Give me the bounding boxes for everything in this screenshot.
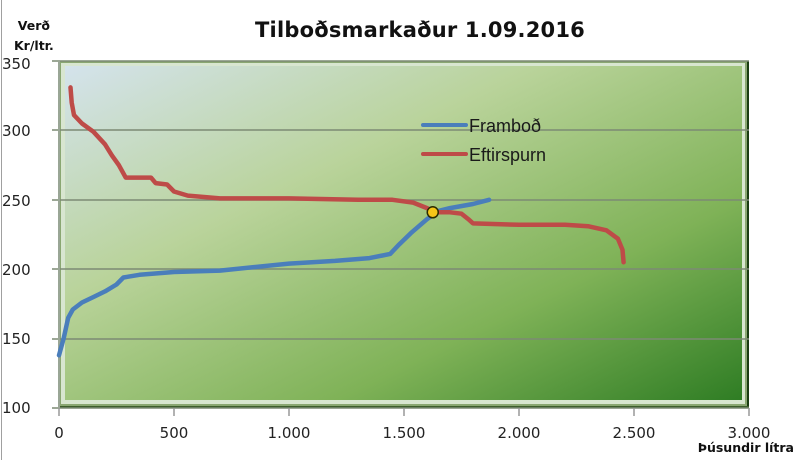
y-tick: 100	[2, 399, 31, 417]
y-tick: 150	[2, 330, 31, 348]
x-tick: 2.000	[497, 424, 541, 442]
x-axis-label: Þúsundir lítra	[697, 440, 794, 455]
x-tick: 1.500	[382, 424, 426, 442]
legend-demand-label: Eftirspurn	[469, 145, 546, 165]
y-tick: 200	[2, 261, 31, 279]
y-tick: 350	[2, 55, 31, 73]
x-tick: 3.000	[727, 424, 771, 442]
y-tick: 250	[2, 192, 31, 210]
x-tick: 0	[54, 424, 64, 442]
x-axis-ticks	[58, 408, 750, 416]
equilibrium-marker	[426, 206, 439, 219]
x-tick: 500	[159, 424, 189, 442]
legend-supply-label: Framboð	[469, 116, 541, 136]
x-tick: 1.000	[267, 424, 311, 442]
plot-background	[65, 66, 742, 400]
chart-title: Tilboðsmarkaður 1.09.2016	[255, 18, 585, 42]
legend: Framboð Eftirspurn	[421, 116, 546, 165]
left-border	[1, 0, 2, 460]
demand-line	[68, 85, 626, 265]
y-tick: 300	[2, 122, 31, 140]
y-axis-label-line1: Verð	[17, 18, 51, 33]
y-axis-label: Verð Kr/ltr.	[14, 16, 54, 56]
y-axis-label-line2: Kr/ltr.	[14, 38, 54, 53]
x-tick: 2.500	[612, 424, 656, 442]
